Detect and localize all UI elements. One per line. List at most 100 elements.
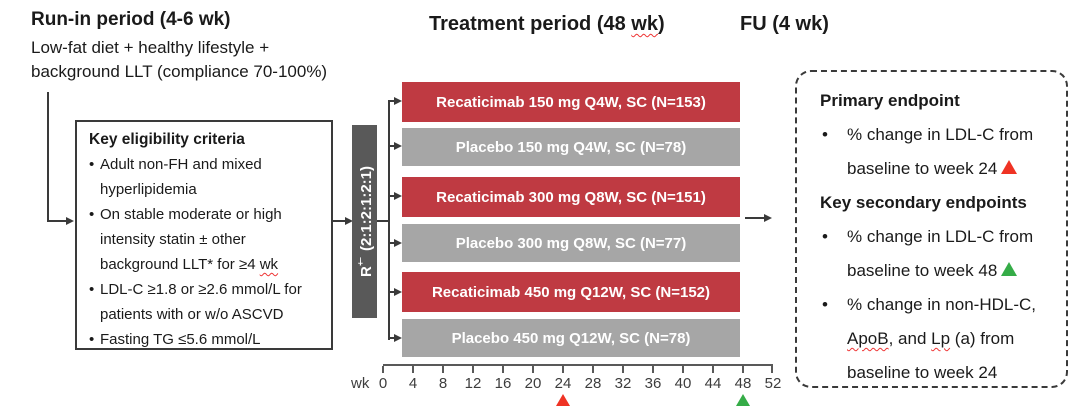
bullet-icon: • [89,281,95,298]
endpoint-squiggle-word: Lp [931,329,951,348]
eligibility-to-randomization-arrowhead-icon [345,216,353,225]
axis-tickmark [652,366,654,373]
eligibility-text: hyperlipidemia [100,181,197,198]
red-triangle-icon [1001,160,1018,174]
axis-tick-label: 12 [464,375,482,392]
endpoint-line: • % change in LDL-C from [797,118,1066,152]
arm-label: Placebo 150 mg Q4W, SC (N=78) [455,138,687,156]
bullet-icon: • [822,295,828,314]
eligibility-squiggle-word: wk [259,256,279,273]
eligibility-line: background LLT* for ≥4 wk [89,252,321,277]
eligibility-line: intensity statin ± other [89,227,321,252]
branch-arrowhead-arm2-icon [394,141,402,150]
endpoint-text: baseline to week 48 [847,261,998,280]
axis-tickmark [412,366,414,373]
randomization-ratio: (2:1:2:1:2:1) [357,165,375,256]
endpoint-text: (a) from [950,329,1015,348]
axis-tick-label: 28 [584,375,602,392]
axis-tickmark [382,366,384,373]
bullet-icon: • [89,156,95,173]
randomization-r: R [357,266,375,278]
eligibility-line: • Fasting TG ≤5.6 mmol/L [89,327,321,352]
axis-tickmark [502,366,504,373]
endpoint-line: ApoB, and Lp (a) from [797,322,1066,356]
arms-to-endpoints-line [745,217,765,219]
endpoint-line: • % change in non-HDL-C, [797,288,1066,322]
week-axis: wk 0 4 8 12 16 20 24 28 32 36 40 44 48 5… [351,364,781,412]
endpoint-text: baseline to week 24 [847,363,998,382]
endpoint-line: • % change in LDL-C from [797,220,1066,254]
eligibility-text: Fasting TG ≤5.6 mmol/L [100,331,261,348]
arm-bar-recaticimab-150: Recaticimab 150 mg Q4W, SC (N=153) [402,82,740,122]
arm-bar-recaticimab-300: Recaticimab 300 mg Q8W, SC (N=151) [402,177,740,217]
branch-arrowhead-arm4-icon [394,238,402,247]
arms-to-endpoints-arrowhead-icon [764,213,772,222]
arm-bar-placebo-300: Placebo 300 mg Q8W, SC (N=77) [402,224,740,262]
randomization-to-trunk-line [377,220,388,222]
endpoint-text: % change in LDL-C from [847,227,1034,246]
run-in-period-title: Run-in period (4-6 wk) [31,9,231,30]
eligibility-line: hyperlipidemia [89,177,321,202]
branch-line-arm6 [388,337,396,339]
arm-label: Placebo 300 mg Q8W, SC (N=77) [455,234,687,252]
arm-label: Recaticimab 450 mg Q12W, SC (N=152) [431,283,711,301]
axis-tickmark [771,366,773,373]
green-triangle-icon [1001,262,1018,276]
arm-bar-recaticimab-450: Recaticimab 450 mg Q12W, SC (N=152) [402,272,740,312]
randomization-bar: R† (2:1:2:1:2:1) [352,125,377,318]
run-in-arrow-vertical-line [47,92,49,222]
axis-tick-label: 52 [764,375,782,392]
follow-up-period-title: FU (4 wk) [740,13,829,35]
treatment-title-squiggle-word: wk [631,13,658,35]
axis-tick-label: 44 [704,375,722,392]
axis-tick-label: 24 [554,375,572,392]
axis-tickmark [442,366,444,373]
secondary-endpoint-week48-marker-icon [736,394,750,406]
secondary-endpoints-title: Key secondary endpoints [820,193,1027,212]
eligibility-line: • Adult non-FH and mixed [89,152,321,177]
arm-bar-placebo-150: Placebo 150 mg Q4W, SC (N=78) [402,128,740,166]
axis-tick-label: 16 [494,375,512,392]
randomization-label: R† (2:1:2:1:2:1) [355,166,375,277]
run-in-arrow-horizontal-line [47,220,66,222]
treatment-title-close: ) [657,13,665,35]
branch-line-arm4 [388,242,396,244]
branch-trunk-line [388,100,390,340]
branch-line-arm5 [388,291,396,293]
eligibility-text: patients with or w/o ASCVD [100,306,284,323]
endpoints-box: Primary endpoint • % change in LDL-C from… [795,70,1068,388]
axis-tick-label: 20 [524,375,542,392]
eligibility-text: background LLT* for ≥4 [100,256,260,273]
branch-line-arm3 [388,195,396,197]
endpoint-text: baseline to week 24 [847,159,998,178]
branch-line-arm1 [388,100,396,102]
arm-bar-placebo-450: Placebo 450 mg Q12W, SC (N=78) [402,319,740,357]
eligibility-text: Adult non-FH and mixed [100,156,262,173]
eligibility-title: Key eligibility criteria [89,131,245,148]
eligibility-text: intensity statin ± other [100,231,246,248]
treatment-period-title: Treatment period (48 wk) [429,13,665,36]
axis-tickmark [562,366,564,373]
axis-tick-label: 32 [614,375,632,392]
eligibility-line: patients with or w/o ASCVD [89,302,321,327]
axis-tick-label: 4 [408,375,418,392]
axis-tickmark [682,366,684,373]
bullet-icon: • [89,331,95,348]
branch-arrowhead-arm5-icon [394,287,402,296]
branch-arrowhead-arm3-icon [394,191,402,200]
axis-tick-label: 36 [644,375,662,392]
axis-tickmark [712,366,714,373]
branch-line-arm2 [388,145,396,147]
endpoint-squiggle-word: ApoB [847,329,889,348]
endpoint-line: baseline to week 24 [797,152,1066,186]
run-in-line1: Low-fat diet + healthy lifestyle + [31,38,270,57]
eligibility-to-randomization-line [333,220,345,222]
run-in-arrowhead-icon [66,216,74,225]
axis-unit-label: wk [351,375,370,392]
primary-endpoint-title: Primary endpoint [820,91,960,110]
eligibility-line: • On stable moderate or high [89,202,321,227]
axis-tick-label: 48 [734,375,752,392]
axis-tickmark [472,366,474,373]
axis-tickmark [592,366,594,373]
